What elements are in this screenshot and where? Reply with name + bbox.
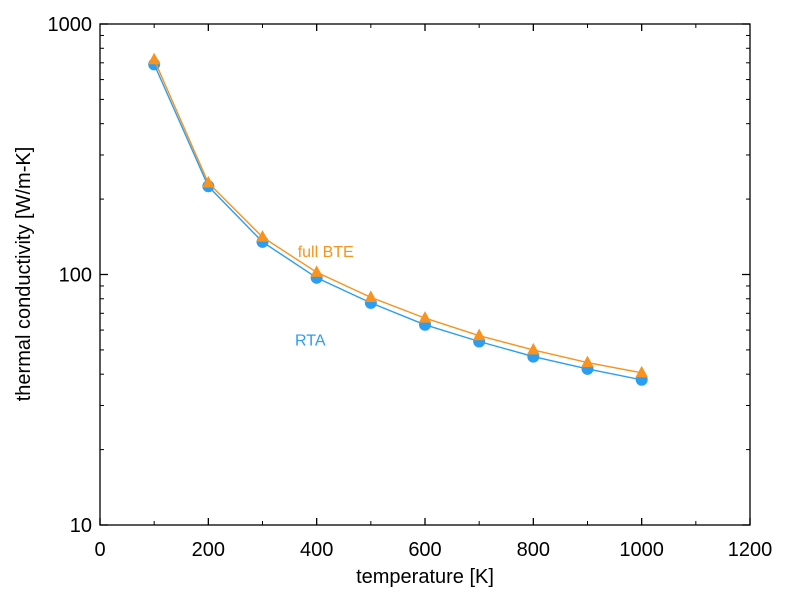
x-tick-label: 600 bbox=[408, 539, 441, 561]
y-tick-label: 100 bbox=[59, 265, 92, 287]
data-point bbox=[635, 365, 648, 378]
y-tick-label: 10 bbox=[70, 515, 92, 537]
x-tick-label: 800 bbox=[517, 539, 550, 561]
plot-frame bbox=[99, 23, 751, 526]
y-axis-ticks: 10 100 1000 bbox=[48, 14, 750, 537]
x-tick-label: 0 bbox=[94, 539, 105, 561]
x-axis-ticks: 0 200 400 600 800 1000 1200 bbox=[94, 24, 772, 561]
data-point bbox=[527, 342, 540, 355]
x-tick-label: 1200 bbox=[728, 539, 773, 561]
x-tick-label: 200 bbox=[192, 539, 225, 561]
series-rta: RTA bbox=[148, 58, 648, 386]
series-layer: RTA full BTE bbox=[147, 52, 648, 386]
series-label: full BTE bbox=[298, 244, 354, 261]
data-point bbox=[364, 290, 378, 302]
data-point bbox=[147, 52, 161, 65]
x-axis-title: temperature [K] bbox=[356, 566, 494, 588]
series-line bbox=[153, 64, 642, 381]
data-point bbox=[310, 265, 323, 277]
data-point bbox=[418, 311, 432, 323]
data-point bbox=[472, 328, 486, 341]
data-point bbox=[581, 355, 594, 368]
data-point bbox=[256, 230, 269, 242]
series-label: RTA bbox=[295, 333, 326, 350]
series-full-bte: full BTE bbox=[147, 52, 648, 378]
x-tick-label: 1000 bbox=[619, 539, 664, 561]
y-axis-title: thermal conductivity [W/m-K] bbox=[13, 147, 35, 402]
series-line bbox=[153, 59, 642, 374]
x-tick-label: 400 bbox=[300, 539, 333, 561]
data-point bbox=[202, 175, 215, 188]
y-tick-label: 1000 bbox=[48, 14, 93, 36]
